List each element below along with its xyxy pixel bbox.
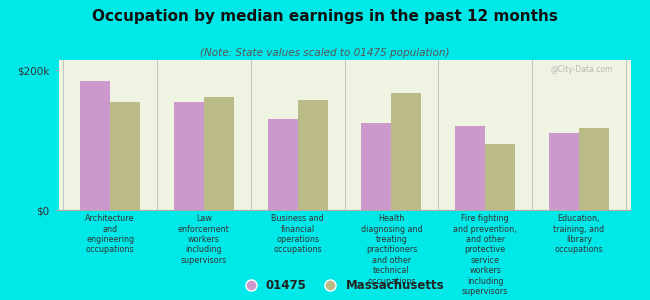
Text: @City-Data.com: @City-Data.com (551, 64, 614, 74)
Bar (485, 144, 515, 210)
Bar (268, 119, 298, 210)
Text: (Note: State values scaled to 01475 population): (Note: State values scaled to 01475 popu… (200, 48, 450, 58)
Bar (361, 123, 391, 210)
Bar (204, 97, 234, 210)
Bar (298, 100, 328, 210)
Bar (455, 126, 485, 210)
Bar (110, 102, 140, 210)
Bar (549, 133, 579, 210)
Text: Occupation by median earnings in the past 12 months: Occupation by median earnings in the pas… (92, 9, 558, 24)
Bar (80, 81, 110, 210)
Bar (579, 128, 609, 210)
Legend: 01475, Massachusetts: 01475, Massachusetts (240, 275, 449, 297)
Bar (391, 93, 421, 210)
Bar (174, 102, 204, 210)
